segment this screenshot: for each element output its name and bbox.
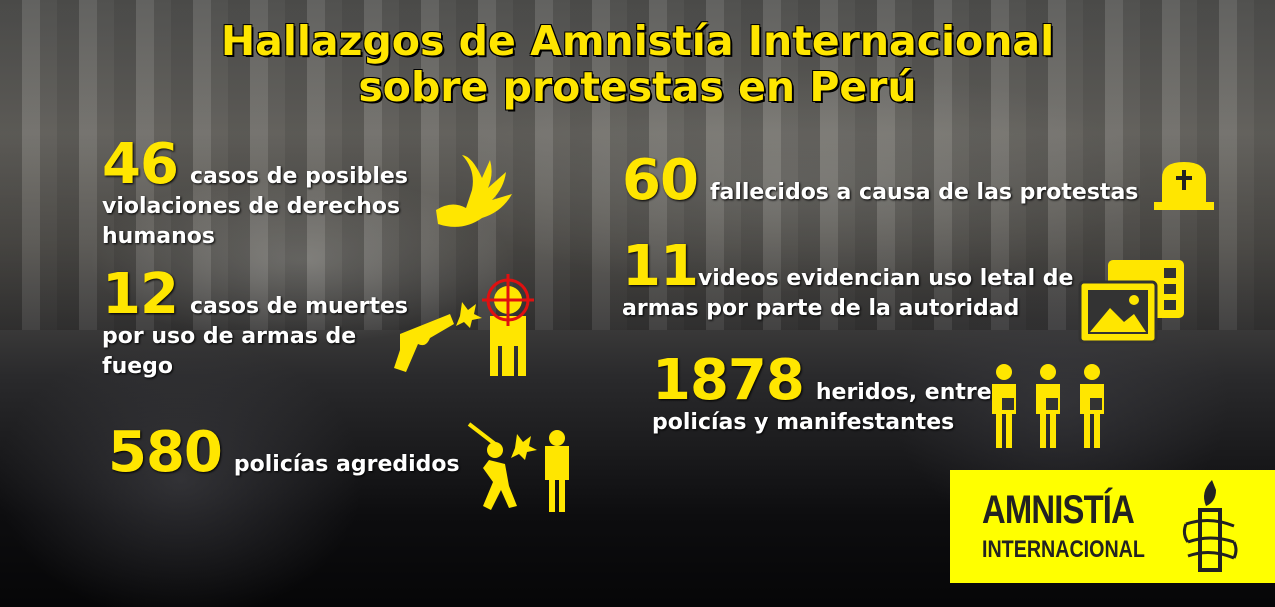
- stat-text: heridos, entre policías y manifestantes: [652, 380, 992, 435]
- stat-number: 60: [622, 148, 699, 213]
- stat-firearm-deaths: 12 casos de muertes por uso de armas de f…: [102, 267, 422, 382]
- stat-text: casos de muertes por uso de armas de fue…: [102, 294, 409, 379]
- stat-text: fallecidos a causa de las protestas: [709, 180, 1139, 205]
- amnesty-logo: AMNISTÍA INTERNACIONAL: [950, 470, 1275, 583]
- tombstone-icon: [1154, 162, 1214, 210]
- injured-people-icon: [992, 364, 1104, 448]
- title-line-2: sobre protestas en Perú: [358, 63, 917, 111]
- hand-icon: [436, 155, 512, 227]
- stat-videos: 11videos evidencian uso letal de armas p…: [622, 239, 1082, 324]
- crowd-photo-texture: [0, 0, 1275, 330]
- stat-injured: 1878 heridos, entre policías y manifestan…: [652, 353, 992, 438]
- stat-police-attacked: 580 policías agredidos: [108, 425, 460, 481]
- stat-number: 11: [622, 234, 699, 299]
- title-line-1: Hallazgos de Amnistía Internacional: [220, 17, 1055, 65]
- page-title: Hallazgos de Amnistía Internacional sobr…: [0, 18, 1275, 110]
- stat-deaths: 60 fallecidos a causa de las protestas: [622, 153, 1139, 209]
- stat-human-rights: 46 casos de posibles violaciones de derec…: [102, 137, 432, 252]
- stat-number: 1878: [652, 348, 805, 413]
- stat-text: casos de posibles violaciones de derecho…: [102, 164, 408, 249]
- candle-icon: [1182, 480, 1238, 572]
- stat-number: 580: [108, 420, 223, 485]
- stat-number: 46: [102, 132, 179, 197]
- gun-target-icon: [394, 274, 534, 376]
- stat-number: 12: [102, 262, 179, 327]
- logo-line-2: INTERNACIONAL: [982, 536, 1145, 563]
- logo-line-1: AMNISTÍA: [982, 488, 1135, 532]
- stat-text: videos evidencian uso letal de armas por…: [622, 266, 1074, 321]
- police-assault-icon: [467, 422, 569, 512]
- stat-text: policías agredidos: [233, 452, 460, 477]
- video-image-icon: [1078, 260, 1184, 344]
